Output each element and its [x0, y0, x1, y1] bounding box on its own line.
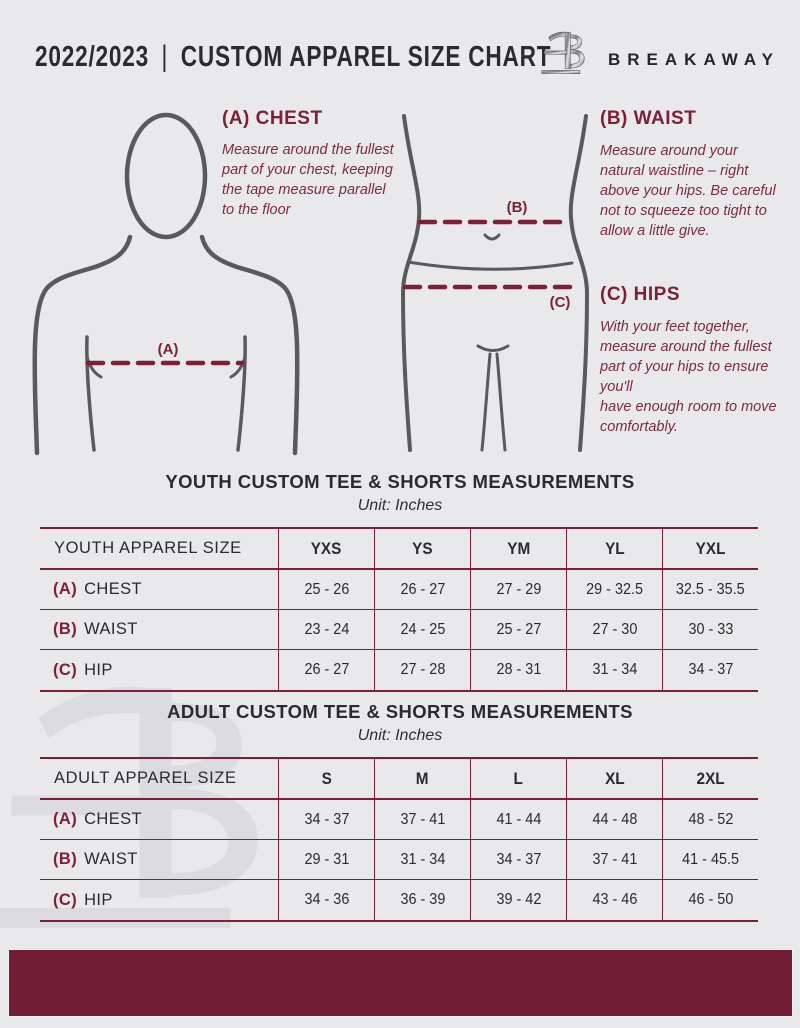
adult-unit-label: Unit: Inches [357, 727, 443, 744]
hip-crease-line [406, 260, 574, 271]
table-row-label: (A) CHEST [40, 570, 278, 610]
table-cell: 43 - 46 [566, 880, 662, 920]
table-cell: 46 - 50 [662, 880, 758, 920]
left-hip-leg-outline [400, 114, 422, 452]
table-cell: 28 - 31 [470, 650, 566, 690]
title-year: 2022/2023 [35, 40, 149, 73]
adult-section-title: ADULT CUSTOM TEE & SHORTS MEASUREMENTS [167, 701, 633, 722]
adult-size-header: L [470, 759, 566, 800]
table-cell: 24 - 25 [374, 610, 470, 650]
youth-size-header: YL [566, 529, 662, 570]
hips-instruction-text: With your feet together, measure around … [600, 319, 777, 435]
right-inner-leg-line [495, 352, 507, 452]
crotch-line [476, 344, 510, 352]
youth-size-header: YXL [662, 529, 758, 570]
table-cell: 27 - 30 [566, 610, 662, 650]
brand-name: BREAKAWAY [608, 50, 780, 69]
table-cell: 23 - 24 [278, 610, 374, 650]
right-shoulder-arm-outline [199, 234, 300, 456]
table-cell: 34 - 37 [278, 800, 374, 840]
brand-lockup: BREAKAWAY [540, 24, 780, 82]
table-cell: 44 - 48 [566, 800, 662, 840]
table-cell: 41 - 45.5 [662, 840, 758, 880]
title-text: CUSTOM APPAREL SIZE CHART [180, 40, 552, 73]
table-cell: 31 - 34 [566, 650, 662, 690]
table-row-label: (B) WAIST [40, 840, 278, 880]
chest-instruction-heading: (A) CHEST [222, 108, 323, 129]
upper-body-figure: (A) [32, 112, 300, 456]
youth-size-header: YM [470, 529, 566, 570]
table-cell: 29 - 32.5 [566, 570, 662, 610]
table-cell: 25 - 27 [470, 610, 566, 650]
youth-size-header: YS [374, 529, 470, 570]
table-cell: 27 - 29 [470, 570, 566, 610]
table-row-label: (A) CHEST [40, 800, 278, 840]
right-inner-arm-line [236, 335, 247, 452]
table-cell: 41 - 44 [470, 800, 566, 840]
left-armpit-crease [85, 355, 103, 379]
table-cell: 37 - 41 [566, 840, 662, 880]
table-cell: 25 - 26 [278, 570, 374, 610]
left-inner-arm-line [85, 335, 96, 452]
navel-mark [483, 233, 501, 241]
youth-table-corner-header: YOUTH APPAREL SIZE [40, 529, 278, 570]
table-cell: 34 - 36 [278, 880, 374, 920]
table-cell: 37 - 41 [374, 800, 470, 840]
table-cell: 27 - 28 [374, 650, 470, 690]
page-title: 2022/2023 | CUSTOM APPAREL SIZE CHART [35, 40, 551, 74]
adult-size-header: XL [566, 759, 662, 800]
adult-size-table: ADULT APPAREL SIZE S M L XL 2XL (A) CHEST… [40, 757, 758, 922]
left-inner-leg-line [480, 352, 492, 452]
title-separator: | [161, 40, 169, 73]
chest-instruction-text: Measure around the fullest part of your … [222, 142, 394, 218]
table-cell: 26 - 27 [278, 650, 374, 690]
adult-table-corner-header: ADULT APPAREL SIZE [40, 759, 278, 800]
hips-instruction-heading: (C) HIPS [600, 284, 680, 305]
youth-size-header: YXS [278, 529, 374, 570]
lower-body-figure: (B) (C) [400, 114, 590, 452]
table-cell: 39 - 42 [470, 880, 566, 920]
waist-figure-label: (B) [507, 199, 528, 216]
table-cell: 34 - 37 [662, 650, 758, 690]
youth-unit-label: Unit: Inches [357, 497, 443, 514]
footer-accent-bar [9, 950, 792, 1016]
table-cell: 48 - 52 [662, 800, 758, 840]
right-hip-leg-outline [568, 114, 590, 452]
table-cell: 32.5 - 35.5 [662, 570, 758, 610]
table-cell: 29 - 31 [278, 840, 374, 880]
head-outline [124, 112, 208, 240]
table-cell: 31 - 34 [374, 840, 470, 880]
youth-section-title: YOUTH CUSTOM TEE & SHORTS MEASUREMENTS [165, 471, 635, 492]
adult-size-header: S [278, 759, 374, 800]
table-row-label: (B) WAIST [40, 610, 278, 650]
adult-size-header: M [374, 759, 470, 800]
breakaway-b-watermark-icon [0, 686, 258, 928]
table-cell: 34 - 37 [470, 840, 566, 880]
right-armpit-crease [229, 355, 247, 379]
table-cell: 30 - 33 [662, 610, 758, 650]
chest-figure-label: (A) [158, 341, 179, 358]
table-cell: 36 - 39 [374, 880, 470, 920]
table-row-label: (C) HIP [53, 660, 113, 679]
left-shoulder-arm-outline [32, 234, 133, 456]
youth-size-table: YOUTH APPAREL SIZE YXS YS YM YL YXL (A) C… [40, 527, 758, 692]
table-row-label: (C) HIP [53, 890, 113, 909]
hips-figure-label: (C) [550, 294, 571, 311]
table-cell: 26 - 27 [374, 570, 470, 610]
waist-instruction-heading: (B) WAIST [600, 108, 697, 129]
adult-size-header: 2XL [662, 759, 758, 800]
breakaway-logo-icon [541, 31, 585, 75]
waist-instruction-text: Measure around your natural waistline – … [600, 143, 776, 239]
